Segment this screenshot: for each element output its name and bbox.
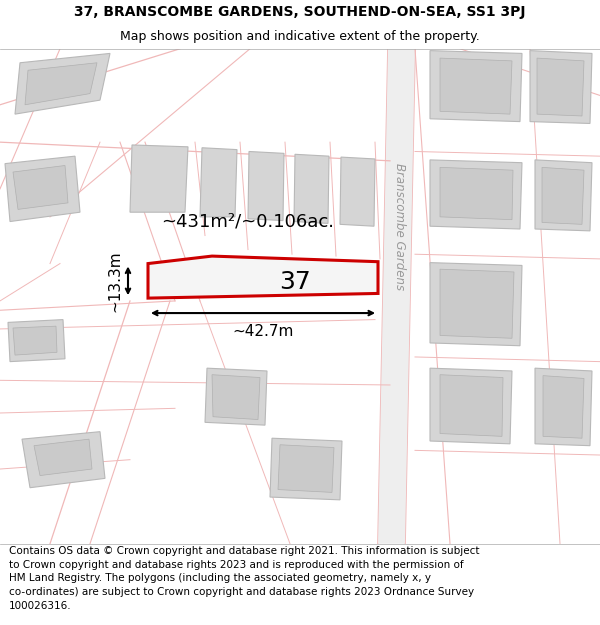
Polygon shape [543, 376, 584, 438]
Polygon shape [15, 53, 110, 114]
Polygon shape [530, 51, 592, 124]
Polygon shape [8, 319, 65, 362]
Polygon shape [248, 151, 284, 221]
Polygon shape [22, 432, 105, 488]
Polygon shape [278, 445, 334, 493]
Polygon shape [440, 168, 513, 219]
Polygon shape [542, 168, 584, 224]
Polygon shape [25, 62, 97, 105]
Polygon shape [430, 51, 522, 122]
Polygon shape [13, 326, 57, 355]
Polygon shape [200, 148, 237, 217]
Polygon shape [537, 58, 584, 116]
Polygon shape [148, 256, 378, 298]
Polygon shape [440, 58, 512, 114]
Polygon shape [270, 438, 342, 500]
Text: Map shows position and indicative extent of the property.: Map shows position and indicative extent… [120, 30, 480, 43]
Polygon shape [5, 156, 80, 221]
Text: ~42.7m: ~42.7m [232, 324, 293, 339]
Polygon shape [430, 262, 522, 346]
Polygon shape [440, 375, 503, 436]
Text: Branscombe Gardens: Branscombe Gardens [394, 162, 407, 290]
Text: 37: 37 [279, 270, 311, 294]
Text: ~13.3m: ~13.3m [107, 250, 122, 312]
Polygon shape [440, 269, 514, 338]
Polygon shape [535, 160, 592, 231]
Polygon shape [205, 368, 267, 425]
Polygon shape [430, 368, 512, 444]
Polygon shape [430, 160, 522, 229]
Polygon shape [130, 145, 188, 212]
Text: 37, BRANSCOMBE GARDENS, SOUTHEND-ON-SEA, SS1 3PJ: 37, BRANSCOMBE GARDENS, SOUTHEND-ON-SEA,… [74, 5, 526, 19]
Polygon shape [34, 439, 92, 476]
Polygon shape [340, 157, 375, 226]
Text: ~431m²/~0.106ac.: ~431m²/~0.106ac. [161, 213, 335, 231]
Polygon shape [212, 375, 260, 419]
Text: Contains OS data © Crown copyright and database right 2021. This information is : Contains OS data © Crown copyright and d… [9, 546, 479, 611]
Polygon shape [13, 166, 68, 209]
Polygon shape [294, 154, 329, 223]
Polygon shape [378, 49, 415, 544]
Polygon shape [535, 368, 592, 446]
